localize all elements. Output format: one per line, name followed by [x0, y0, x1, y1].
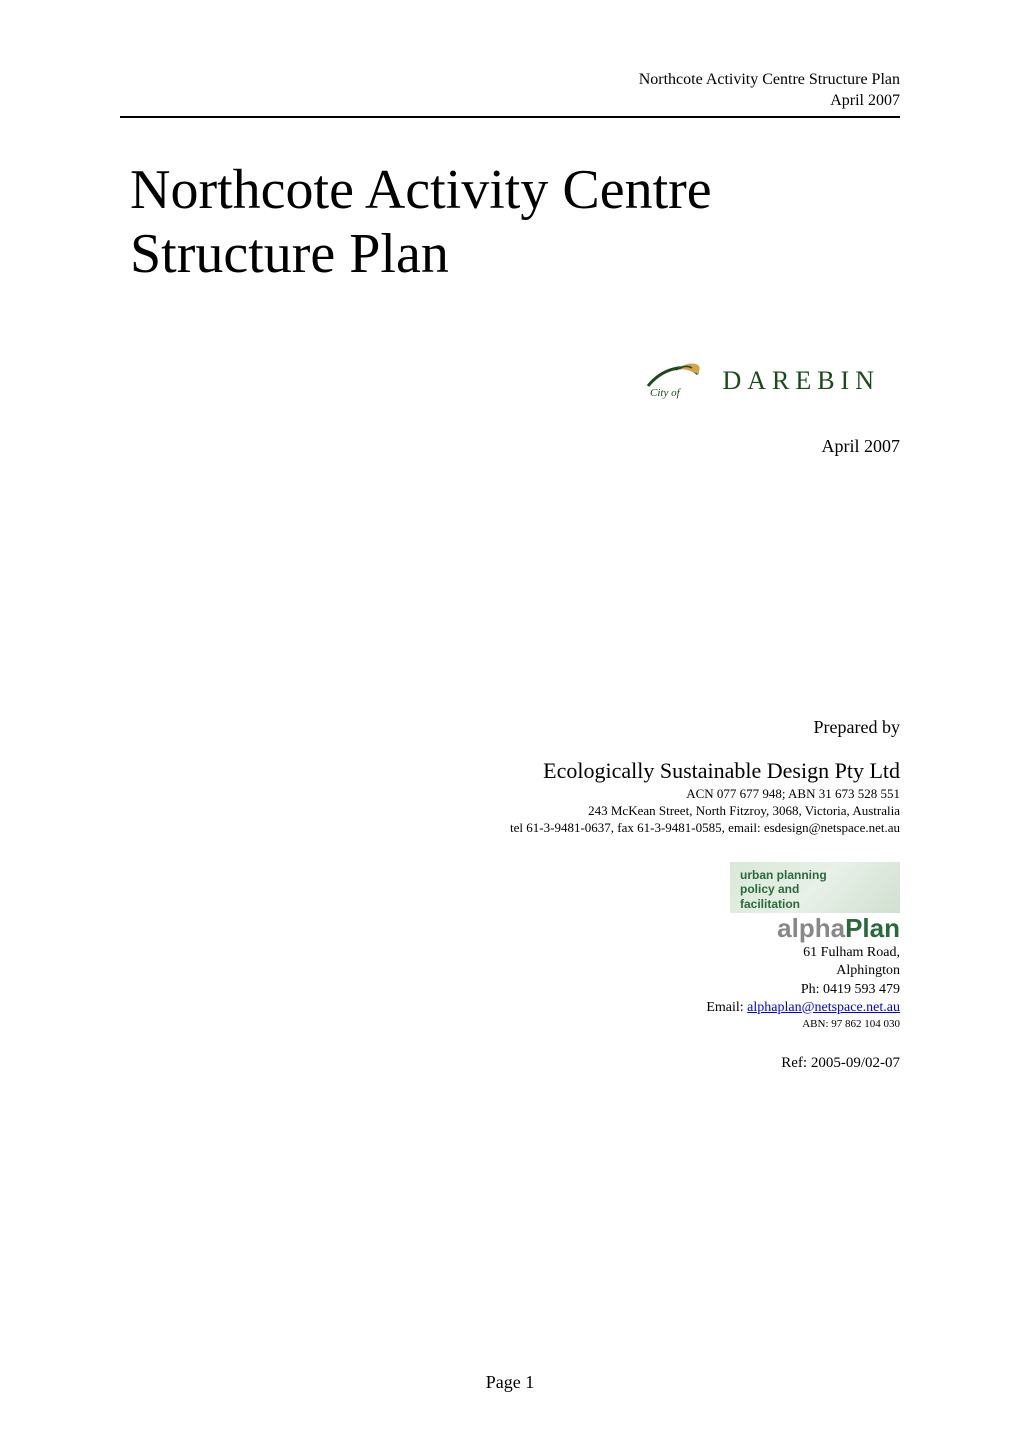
esd-acn-abn: ACN 077 677 948; ABN 31 673 528 551 [120, 786, 900, 803]
alphaplan-name-alpha: alpha [777, 913, 845, 943]
svg-text:City of: City of [650, 387, 682, 399]
alphaplan-details: 61 Fulham Road, Alphington Ph: 0419 593 … [120, 944, 900, 1017]
header-date: April 2007 [120, 91, 900, 112]
alphaplan-tagline-1: urban planning [740, 868, 827, 882]
title-line-2: Structure Plan [130, 223, 449, 285]
document-date: April 2007 [120, 436, 900, 457]
alphaplan-address-2: Alphington [120, 962, 900, 980]
alphaplan-name: alphaPlan [120, 913, 900, 944]
document-ref: Ref: 2005-09/02-07 [120, 1055, 900, 1072]
alphaplan-abn: ABN: 97 862 104 030 [120, 1018, 900, 1030]
alphaplan-name-plan: Plan [845, 913, 900, 943]
alphaplan-phone: Ph: 0419 593 479 [120, 981, 900, 999]
esd-contact: tel 61-3-9481-0637, fax 61-3-9481-0585, … [120, 820, 900, 837]
alphaplan-tagline: urban planning policy and facilitation [740, 868, 890, 911]
prepared-by-label: Prepared by [120, 717, 900, 738]
darebin-logo-section: City of DAREBIN [120, 356, 900, 406]
esd-address: 243 McKean Street, North Fitzroy, 3068, … [120, 803, 900, 820]
title-line-1: Northcote Activity Centre [130, 159, 712, 221]
header-title: Northcote Activity Centre Structure Plan [120, 70, 900, 91]
esd-company-name: Ecologically Sustainable Design Pty Ltd [120, 758, 900, 784]
alphaplan-email-line: Email: alphaplan@netspace.net.au [120, 999, 900, 1017]
document-page: Northcote Activity Centre Structure Plan… [0, 0, 1020, 1443]
alphaplan-tagline-3: facilitation [740, 897, 800, 911]
alphaplan-address-1: 61 Fulham Road, [120, 944, 900, 962]
alphaplan-email-label: Email: [706, 1000, 747, 1015]
alphaplan-email-link[interactable]: alphaplan@netspace.net.au [747, 1000, 900, 1015]
document-title: Northcote Activity Centre Structure Plan [130, 158, 900, 287]
alphaplan-logo: urban planning policy and facilitation [730, 862, 900, 913]
page-header: Northcote Activity Centre Structure Plan… [120, 70, 900, 112]
header-divider [120, 116, 900, 118]
alphaplan-tagline-2: policy and [740, 882, 799, 896]
darebin-logo-text: DAREBIN [722, 366, 880, 396]
alphaplan-logo-section: urban planning policy and facilitation [120, 862, 900, 913]
esd-company-details: ACN 077 677 948; ABN 31 673 528 551 243 … [120, 786, 900, 837]
darebin-logo-icon: City of [640, 356, 710, 406]
page-footer: Page 1 [0, 1372, 1020, 1393]
